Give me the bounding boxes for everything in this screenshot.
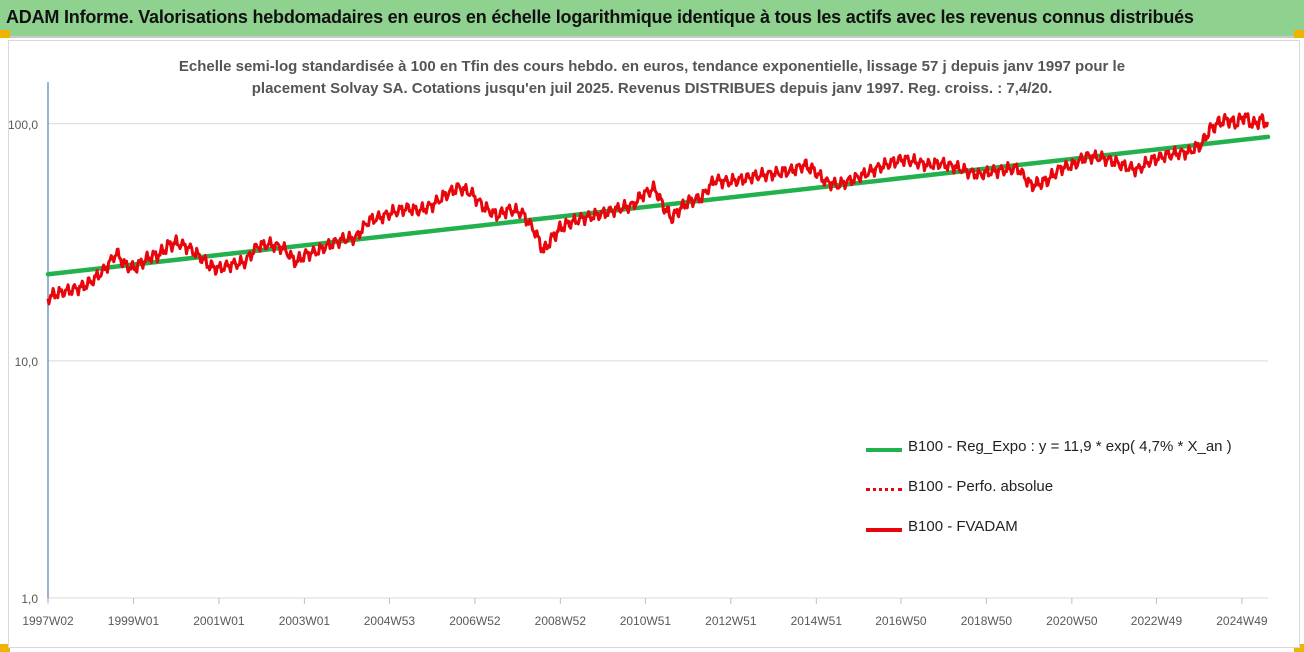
- x-tick-label: 1997W02: [22, 614, 74, 628]
- axis-layer: 100,0 10,0 1,0 1997W02 1999W01 2001W01 2003W01…: [8, 82, 1268, 628]
- legend-item-regression: B100 - Reg_Expo : y = 11,9 * exp( 4,7% *…: [862, 432, 1262, 472]
- x-tick-label: 2022W49: [1131, 614, 1183, 628]
- legend-label-regression: B100 - Reg_Expo : y = 11,9 * exp( 4,7% *…: [908, 438, 1232, 455]
- x-tick-label: 2010W51: [620, 614, 672, 628]
- header-bar: ADAM Informe. Valorisations hebdomadaire…: [0, 0, 1304, 38]
- y-tick-label: 10,0: [15, 355, 39, 369]
- legend-label-fvadam: B100 - FVADAM: [908, 518, 1018, 535]
- corner-marker-bottom-right: [1294, 644, 1304, 652]
- x-tick-label: 1999W01: [108, 614, 160, 628]
- chart-legend: B100 - Reg_Expo : y = 11,9 * exp( 4,7% *…: [862, 432, 1262, 552]
- x-tick-label: 2014W51: [791, 614, 843, 628]
- legend-swatch-perfo: [866, 488, 902, 491]
- legend-label-perfo: B100 - Perfo. absolue: [908, 478, 1054, 495]
- x-tick-label: 2008W52: [535, 614, 587, 628]
- y-tick-label: 1,0: [21, 592, 38, 606]
- y-tick-label: 100,0: [8, 118, 38, 132]
- legend-swatch-regression: [866, 448, 902, 452]
- grid-layer: [48, 123, 1268, 599]
- x-tick-label: 2006W52: [449, 614, 501, 628]
- legend-item-fvadam: B100 - FVADAM: [862, 512, 1262, 552]
- x-tick-label: 2024W49: [1216, 614, 1268, 628]
- legend-swatch-fvadam: [866, 528, 902, 532]
- corner-marker-bottom-left: [0, 644, 10, 652]
- x-tick-label: 2016W50: [875, 614, 927, 628]
- x-tick-label: 2003W01: [279, 614, 331, 628]
- x-tick-label: 2020W50: [1046, 614, 1098, 628]
- x-tick-label: 2001W01: [193, 614, 245, 628]
- x-tick-label: 2004W53: [364, 614, 416, 628]
- legend-item-perfo: B100 - Perfo. absolue: [862, 472, 1262, 512]
- chart-subtitle: Echelle semi-log standardisée à 100 en T…: [120, 56, 1184, 100]
- series-line-fvadam: [46, 112, 1270, 306]
- corner-marker-left: [0, 30, 10, 38]
- x-tick-label: 2012W51: [705, 614, 757, 628]
- page-title: ADAM Informe. Valorisations hebdomadaire…: [6, 7, 1194, 27]
- x-tick-label: 2018W50: [961, 614, 1013, 628]
- chart-panel: [8, 40, 1300, 648]
- series-line-regression: [45, 134, 1271, 277]
- chart-subtitle-line-2: placement Solvay SA. Cotations jusqu'en …: [251, 80, 1053, 97]
- series-layer: [45, 112, 1271, 306]
- chart-subtitle-line-1: Echelle semi-log standardisée à 100 en T…: [178, 58, 1126, 75]
- corner-marker-right: [1294, 30, 1304, 38]
